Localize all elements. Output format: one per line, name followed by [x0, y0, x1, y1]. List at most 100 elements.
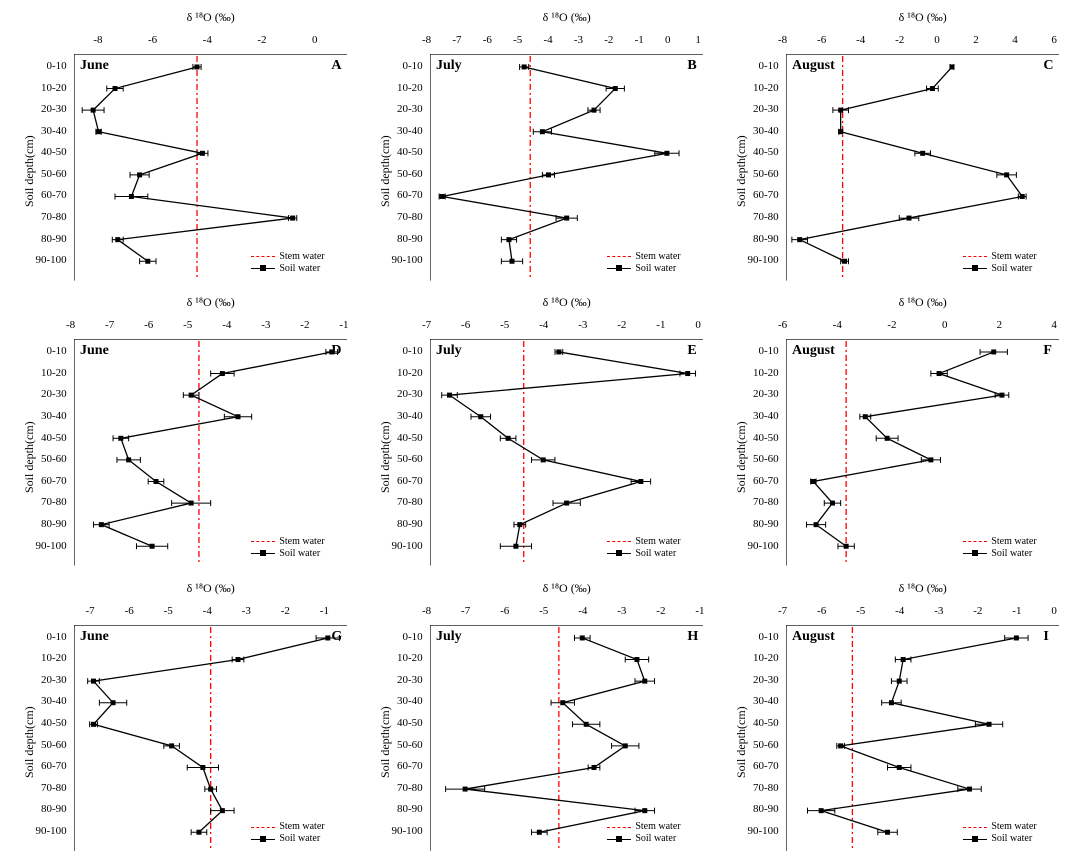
soil-marker: [189, 393, 194, 398]
soil-marker: [236, 415, 241, 420]
ytick-label: 0-10: [47, 631, 67, 643]
soil-line-icon: [251, 839, 275, 840]
soil-line-icon: [607, 268, 631, 269]
stem-line-icon: [607, 827, 631, 828]
y-axis-title: Soil depth(cm): [734, 706, 749, 778]
ytick-label: 90-100: [36, 540, 67, 552]
soil-water-line: [93, 67, 293, 261]
xtick-label: -7: [86, 605, 95, 617]
ytick-label: 0-10: [47, 345, 67, 357]
panel-H: δ ¹⁸O (‰)Soil depth(cm)-8-7-6-5-4-3-2-10…: [366, 581, 714, 858]
legend-soil: Soil water: [251, 833, 324, 845]
soil-marker: [613, 86, 618, 91]
ytick-label: 70-80: [753, 782, 779, 794]
panel-I: δ ¹⁸O (‰)Soil depth(cm)-7-6-5-4-3-2-100-…: [722, 581, 1070, 858]
legend-stem: Stem water: [251, 821, 324, 833]
ytick-label: 60-70: [397, 760, 423, 772]
soil-marker: [200, 765, 205, 770]
month-label: August: [792, 629, 835, 645]
legend-soil: Soil water: [251, 263, 324, 275]
ytick-label: 90-100: [392, 825, 423, 837]
panel-letter: E: [687, 343, 696, 359]
ytick-label: 60-70: [753, 760, 779, 772]
soil-marker: [623, 743, 628, 748]
ytick-label: 10-20: [397, 82, 423, 94]
legend-stem: Stem water: [963, 251, 1036, 263]
ytick-label: 0-10: [403, 345, 423, 357]
xtick-label: -5: [539, 605, 548, 617]
xtick-label: -3: [934, 605, 943, 617]
x-axis-title: δ ¹⁸O (‰): [786, 295, 1059, 310]
ytick-label: 20-30: [753, 103, 779, 115]
ytick-label: 10-20: [397, 652, 423, 664]
soil-marker: [463, 786, 468, 791]
ytick-label: 0-10: [759, 631, 779, 643]
ytick-label: 50-60: [41, 453, 67, 465]
soil-marker: [564, 216, 569, 221]
soil-marker: [541, 458, 546, 463]
month-label: June: [80, 58, 109, 74]
ytick-label: 20-30: [41, 388, 67, 400]
xtick-label: 4: [1051, 319, 1057, 331]
ytick-label: 50-60: [397, 168, 423, 180]
soil-marker: [546, 172, 551, 177]
xtick-label: 0: [665, 34, 671, 46]
soil-marker: [478, 415, 483, 420]
soil-marker: [634, 657, 639, 662]
xtick-label: 0: [695, 319, 701, 331]
soil-marker: [928, 458, 933, 463]
legend: Stem waterSoil water: [963, 821, 1036, 845]
ytick-label: 60-70: [753, 189, 779, 201]
legend-stem-label: Stem water: [635, 821, 680, 833]
month-label: August: [792, 343, 835, 359]
ytick-label: 0-10: [759, 60, 779, 72]
ytick-label: 20-30: [41, 103, 67, 115]
panel-F: δ ¹⁸O (‰)Soil depth(cm)-6-4-20240-1010-2…: [722, 295, 1070, 572]
soil-marker: [440, 194, 445, 199]
legend-stem: Stem water: [963, 536, 1036, 548]
soil-water-line: [101, 352, 331, 546]
soil-marker: [129, 194, 134, 199]
panel-letter: A: [331, 58, 341, 74]
x-axis-title: δ ¹⁸O (‰): [430, 581, 703, 596]
ytick-label: 90-100: [36, 254, 67, 266]
legend-stem: Stem water: [251, 251, 324, 263]
ytick-label: 70-80: [41, 782, 67, 794]
xtick-label: -8: [422, 34, 431, 46]
soil-line-icon: [963, 268, 987, 269]
month-label: June: [80, 629, 109, 645]
ytick-label: 50-60: [397, 453, 423, 465]
ytick-label: 90-100: [748, 540, 779, 552]
x-axis-title: δ ¹⁸O (‰): [430, 10, 703, 25]
soil-water-line: [813, 352, 1002, 546]
soil-marker: [195, 64, 200, 69]
ytick-label: 60-70: [397, 189, 423, 201]
soil-marker: [580, 635, 585, 640]
xtick-label: -2: [604, 34, 613, 46]
ytick-label: 70-80: [753, 496, 779, 508]
soil-marker: [967, 786, 972, 791]
xtick-label: -7: [422, 319, 431, 331]
xtick-label: -4: [578, 605, 587, 617]
legend: Stem waterSoil water: [607, 821, 680, 845]
stem-line-icon: [963, 827, 987, 828]
xtick-label: -5: [856, 605, 865, 617]
xtick-label: -2: [656, 605, 665, 617]
panel-G: δ ¹⁸O (‰)Soil depth(cm)-7-6-5-4-3-2-10-1…: [10, 581, 358, 858]
ytick-label: 70-80: [397, 211, 423, 223]
xtick-label: -2: [281, 605, 290, 617]
ytick-label: 30-40: [41, 695, 67, 707]
xtick-label: -6: [483, 34, 492, 46]
soil-marker: [154, 479, 159, 484]
month-label: July: [436, 629, 462, 645]
legend-soil: Soil water: [963, 548, 1036, 560]
xtick-label: -7: [778, 605, 787, 617]
legend-stem-label: Stem water: [991, 536, 1036, 548]
soil-marker: [907, 216, 912, 221]
y-axis-title: Soil depth(cm): [378, 421, 393, 493]
xtick-label: -1: [339, 319, 348, 331]
legend-soil: Soil water: [607, 263, 680, 275]
ytick-label: 80-90: [397, 803, 423, 815]
soil-marker: [290, 216, 295, 221]
ytick-label: 80-90: [397, 233, 423, 245]
